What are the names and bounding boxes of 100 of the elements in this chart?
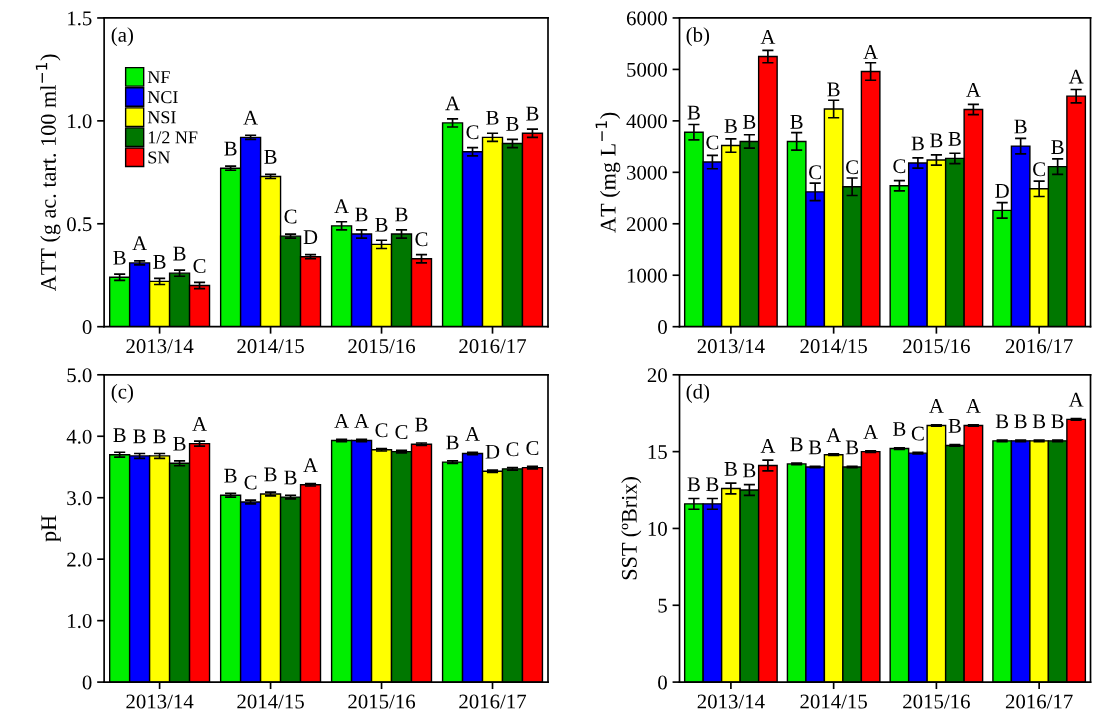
y-tick-label: 5.0 [67, 368, 92, 383]
y-tick-label: 1000 [627, 268, 667, 283]
x-tick-label: 2015/16 [348, 694, 416, 709]
data-label: B [284, 470, 297, 485]
data-label: A [1068, 69, 1084, 84]
y-tick-label: 0 [658, 675, 667, 690]
data-label: C [375, 423, 388, 438]
data-label: A [132, 236, 147, 251]
data-label: C [809, 165, 821, 180]
data-label: B [948, 132, 961, 146]
x-tick-label: 2013/14 [697, 339, 765, 354]
y-tick-label: 0 [82, 675, 92, 690]
data-label: B [526, 106, 539, 121]
data-label: C [893, 159, 906, 174]
y-tick-label: 2.0 [67, 552, 92, 567]
data-label: B [743, 463, 756, 478]
data-label: A [354, 414, 369, 428]
data-label: B [808, 440, 822, 455]
data-label: B [355, 207, 368, 222]
data-label: B [1051, 414, 1064, 429]
y-tick-label: 1.5 [68, 11, 92, 26]
y-tick-label: 2000 [626, 217, 667, 232]
data-label: A [863, 425, 878, 439]
y-tick-label: 10 [648, 521, 667, 536]
legend-label: SN [148, 151, 170, 164]
x-tick-label: 2014/15 [800, 339, 867, 354]
y-tick-label: 0 [82, 320, 92, 335]
data-label: A [465, 426, 480, 441]
data-label: B [827, 82, 840, 97]
data-label: B [687, 105, 700, 120]
data-label: A [929, 398, 944, 413]
x-tick-label: 2013/14 [126, 694, 194, 709]
x-tick-label: 2016/17 [1005, 339, 1073, 354]
data-label: D [303, 230, 318, 244]
data-label: C [846, 160, 858, 175]
x-tick-label: 2015/16 [903, 694, 970, 709]
y-axis-title: ATT (g ac. tart. 100 ml$^{−1}$) [35, 54, 61, 292]
data-label: B [845, 440, 859, 455]
x-tick-label: 2016/17 [459, 339, 527, 354]
data-label: B [1051, 140, 1064, 154]
data-label: B [930, 133, 943, 148]
data-label: C [284, 209, 297, 224]
data-label: A [334, 199, 349, 214]
data-label: B [264, 150, 277, 164]
y-axis-title: SST (ºBrix) [621, 477, 642, 580]
data-label: A [966, 398, 981, 413]
data-label: B [893, 422, 906, 436]
annotation: (a) [111, 27, 133, 47]
data-label: B [153, 429, 166, 444]
y-tick-label: 5000 [627, 62, 667, 77]
data-label: B [113, 428, 126, 442]
data-label: A [863, 44, 878, 59]
data-label: B [224, 141, 237, 156]
data-label: B [415, 417, 428, 432]
data-label: B [687, 477, 700, 492]
x-tick-label: 2013/14 [697, 694, 765, 709]
annotation: (b) [686, 27, 710, 47]
legend-label: NF [147, 71, 170, 83]
legend-label: NSI [147, 111, 176, 124]
data-label: D [995, 183, 1009, 198]
y-axis-title: AT (mg L$^{−1}$) [595, 112, 621, 233]
data-label: B [724, 462, 737, 476]
data-label: B [486, 110, 499, 125]
y-tick-label: 4.0 [66, 429, 92, 444]
data-label: C [706, 135, 719, 150]
x-tick-label: 2015/16 [903, 339, 970, 354]
y-tick-label: 0 [658, 320, 667, 335]
data-label: A [303, 458, 318, 473]
data-label: A [760, 30, 776, 44]
data-label: C [395, 425, 408, 440]
x-tick-label: 2016/17 [459, 694, 527, 709]
data-label: B [790, 437, 803, 452]
data-label: B [790, 115, 803, 129]
x-tick-label: 2013/14 [126, 339, 194, 354]
data-label: C [911, 426, 924, 441]
data-label: B [133, 429, 146, 444]
data-label: C [506, 442, 519, 457]
data-label: A [760, 438, 776, 453]
y-tick-label: 20 [647, 368, 667, 383]
data-label: B [1032, 414, 1046, 429]
data-label: A [445, 96, 460, 111]
data-label: B [173, 246, 186, 261]
data-label: C [244, 475, 257, 490]
data-label: A [966, 83, 981, 97]
y-axis-title: pH [41, 515, 61, 542]
annotation: (c) [111, 384, 133, 403]
y-tick-label: 6000 [626, 11, 667, 26]
data-label: A [334, 414, 349, 428]
data-label: B [264, 467, 277, 482]
data-label: C [415, 232, 428, 247]
data-label: B [395, 207, 408, 222]
data-label: B [375, 217, 388, 232]
data-label: B [706, 477, 719, 492]
data-label: B [1014, 414, 1027, 429]
x-tick-label: 2014/15 [800, 694, 867, 709]
data-label: D [485, 444, 500, 459]
data-label: B [446, 435, 459, 450]
y-tick-label: 3000 [627, 165, 667, 180]
y-tick-label: 15 [648, 445, 667, 460]
legend-label: NCI [147, 91, 178, 104]
